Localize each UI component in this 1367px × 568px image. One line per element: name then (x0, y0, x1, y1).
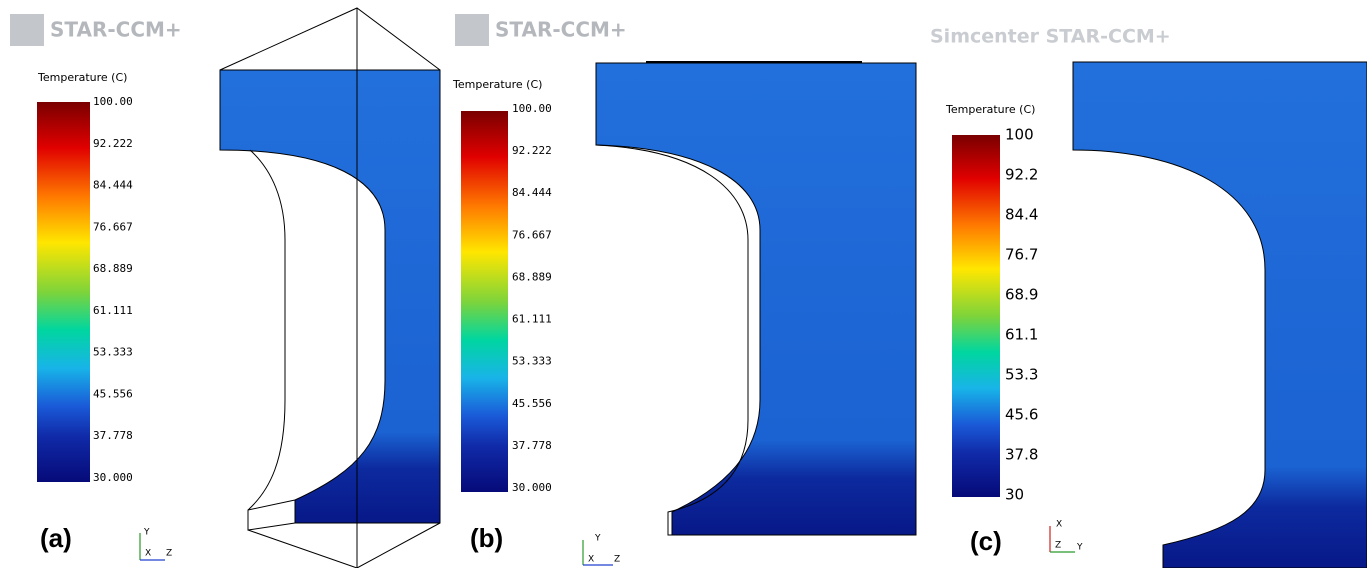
colorbar-tick-label: 61.111 (93, 304, 133, 317)
colorbar-tick-label: 45.556 (512, 397, 552, 410)
colorbar-tick-label: 30 (1005, 486, 1024, 504)
colorbar-tick-label: 68.889 (512, 270, 552, 283)
colorbar-tick-label: 53.333 (512, 355, 552, 368)
colorbar-tick-label: 68.889 (93, 262, 133, 275)
logo: Simcenter STAR-CCM+ (930, 26, 1171, 48)
colorbar-tick-label: 30.000 (512, 481, 552, 494)
colorbar-tick-label: 76.7 (1005, 246, 1038, 264)
colorbar-tick-label: 84.4 (1005, 206, 1038, 224)
triad-label: X (1056, 520, 1062, 530)
colorbar-tick-label: 92.222 (512, 144, 552, 157)
triad-label: X (588, 555, 594, 565)
logo: STAR-CCM+ (50, 18, 182, 42)
colorbar-tick-label: 53.333 (93, 346, 133, 359)
colorbar-tick-label: 45.6 (1005, 406, 1038, 424)
geometry (220, 8, 1367, 568)
colorbar-tick-label: 76.667 (93, 220, 133, 233)
colorbar-tick-label: 37.8 (1005, 446, 1038, 464)
colorbar-tick-label: 68.9 (1005, 286, 1038, 304)
colorbar-tick-label: 84.444 (512, 186, 552, 199)
colorbar (37, 102, 90, 482)
triad-label: Z (166, 549, 172, 559)
triads (140, 526, 1075, 565)
triad-label: Y (143, 528, 150, 538)
triad-label: Y (594, 534, 601, 544)
colorbar-tick-label: 92.222 (93, 137, 133, 150)
colorbar-tick-label: 92.2 (1005, 166, 1038, 184)
logo: STAR-CCM+ (495, 18, 627, 42)
triad-label: Z (1055, 541, 1061, 551)
colorbar-tick-label: 37.778 (512, 439, 552, 452)
triad-label: Z (614, 555, 620, 565)
colorbar-tick-label: 37.778 (93, 429, 133, 442)
triad-label: Y (1076, 543, 1083, 553)
colorbar (461, 111, 508, 492)
colorbar-tick-label: 45.556 (93, 387, 133, 400)
colorbar-tick-label: 61.1 (1005, 326, 1038, 344)
colorbar-title: Temperature (C) (945, 103, 1035, 116)
figure: STAR-CCM+ STAR-CCM+ Simcenter STAR-CCM+ … (0, 0, 1367, 568)
colorbar-tick-label: 84.444 (93, 179, 133, 192)
triad-label: X (145, 549, 151, 559)
colorbar-tick-label: 100 (1005, 126, 1034, 144)
colorbar-title: Temperature (C) (452, 78, 542, 91)
panel-label: (b) (470, 523, 503, 553)
colorbar-title: Temperature (C) (37, 71, 127, 84)
colorbar-tick-label: 76.667 (512, 228, 552, 241)
colorbar-tick-label: 30.000 (93, 471, 133, 484)
panel-label: (a) (40, 523, 72, 553)
colorbar-tick-label: 100.00 (93, 95, 133, 108)
colorbar-tick-label: 53.3 (1005, 366, 1038, 384)
colorbar-tick-label: 61.111 (512, 313, 552, 326)
colorbar (952, 135, 1000, 497)
colorbar-tick-label: 100.00 (512, 102, 552, 115)
panel-label: (c) (970, 526, 1002, 556)
